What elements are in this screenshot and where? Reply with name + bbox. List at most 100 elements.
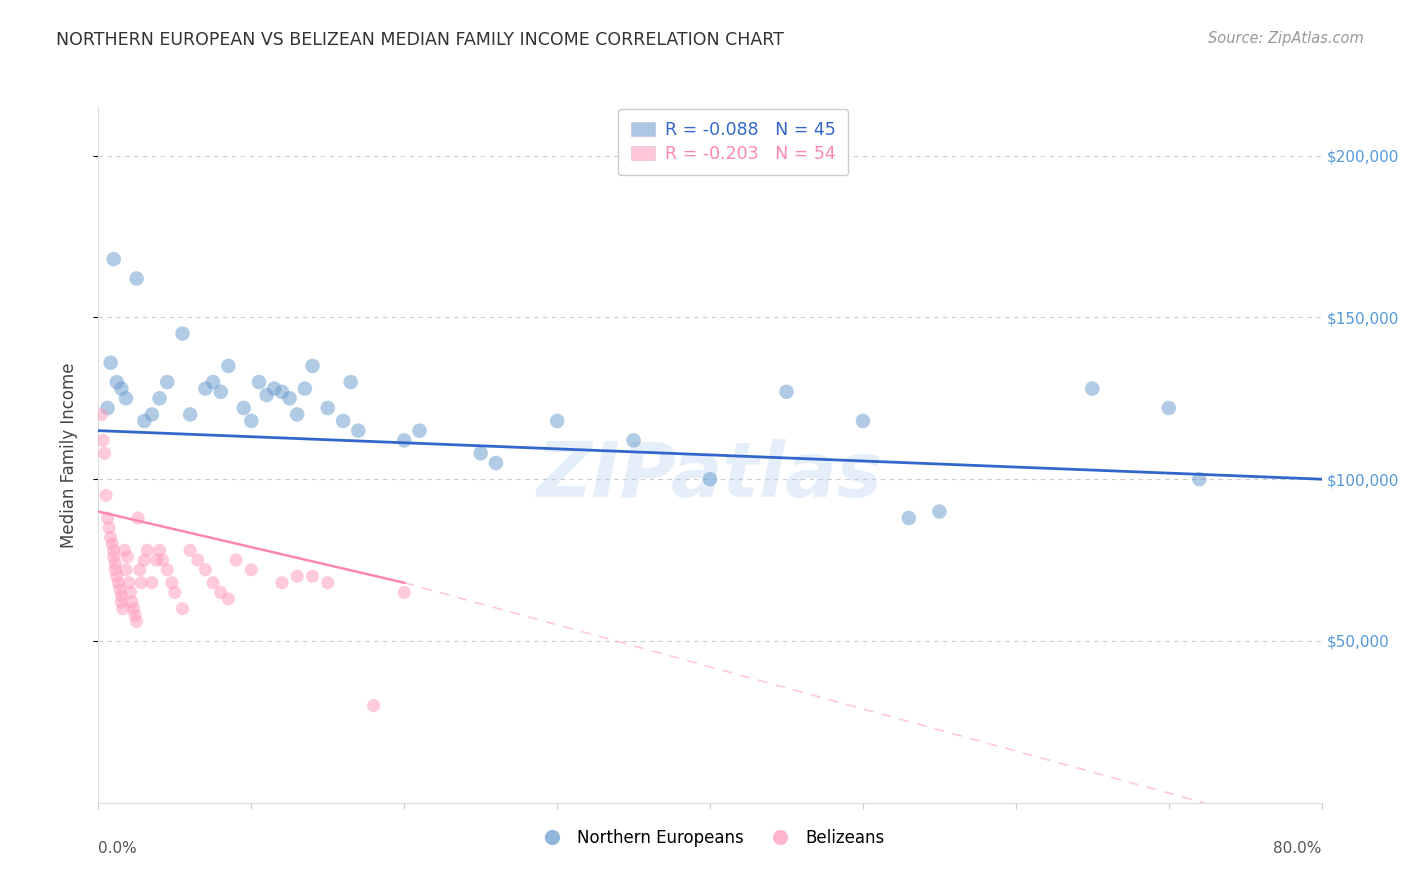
Point — [217, 359, 239, 373]
Point — [149, 392, 172, 406]
Point — [111, 601, 134, 615]
Point — [194, 382, 217, 396]
Text: ZIPatlas: ZIPatlas — [537, 439, 883, 513]
Point — [339, 375, 361, 389]
Point — [110, 595, 132, 609]
Point — [263, 382, 285, 396]
Point — [408, 424, 430, 438]
Point — [103, 549, 125, 564]
Point — [270, 384, 292, 399]
Y-axis label: Median Family Income: Median Family Income — [59, 362, 77, 548]
Point — [294, 382, 316, 396]
Point — [172, 326, 194, 341]
Point — [94, 488, 117, 502]
Legend: Northern Europeans, Belizeans: Northern Europeans, Belizeans — [529, 822, 891, 854]
Point — [194, 563, 217, 577]
Point — [103, 543, 125, 558]
Point — [256, 388, 278, 402]
Point — [145, 553, 167, 567]
Point — [134, 414, 156, 428]
Point — [347, 424, 370, 438]
Point — [141, 408, 163, 422]
Point — [546, 414, 568, 428]
Point — [90, 408, 112, 422]
Point — [172, 601, 194, 615]
Point — [93, 446, 115, 460]
Point — [623, 434, 645, 448]
Point — [160, 575, 183, 590]
Point — [129, 575, 152, 590]
Point — [115, 563, 138, 577]
Point — [179, 408, 201, 422]
Point — [91, 434, 114, 448]
Point — [107, 575, 129, 590]
Point — [156, 375, 179, 389]
Point — [232, 401, 254, 415]
Point — [187, 553, 209, 567]
Point — [240, 414, 263, 428]
Point — [110, 382, 132, 396]
Point — [392, 434, 416, 448]
Point — [156, 563, 179, 577]
Point — [97, 401, 120, 415]
Point — [128, 563, 150, 577]
Point — [470, 446, 492, 460]
Point — [110, 589, 132, 603]
Point — [149, 543, 172, 558]
Point — [775, 384, 797, 399]
Point — [240, 563, 263, 577]
Point — [316, 401, 339, 415]
Point — [127, 511, 149, 525]
Point — [105, 569, 128, 583]
Point — [209, 384, 232, 399]
Point — [121, 595, 143, 609]
Point — [1157, 401, 1180, 415]
Point — [285, 569, 308, 583]
Point — [122, 601, 145, 615]
Point — [485, 456, 508, 470]
Point — [152, 553, 174, 567]
Point — [209, 585, 232, 599]
Point — [928, 504, 950, 518]
Point — [278, 392, 301, 406]
Point — [134, 553, 156, 567]
Point — [316, 575, 339, 590]
Point — [125, 271, 148, 285]
Point — [115, 392, 138, 406]
Point — [202, 375, 225, 389]
Point — [104, 563, 127, 577]
Point — [104, 557, 127, 571]
Point — [125, 615, 148, 629]
Point — [103, 252, 125, 267]
Text: 0.0%: 0.0% — [98, 841, 138, 856]
Point — [332, 414, 354, 428]
Point — [179, 543, 201, 558]
Point — [301, 359, 323, 373]
Point — [699, 472, 721, 486]
Point — [1188, 472, 1211, 486]
Point — [112, 543, 135, 558]
Point — [124, 608, 146, 623]
Point — [270, 575, 292, 590]
Point — [105, 375, 128, 389]
Point — [100, 531, 122, 545]
Point — [225, 553, 247, 567]
Point — [897, 511, 920, 525]
Point — [98, 521, 121, 535]
Point — [97, 511, 120, 525]
Point — [392, 585, 416, 599]
Point — [301, 569, 323, 583]
Point — [852, 414, 875, 428]
Point — [100, 356, 122, 370]
Point — [363, 698, 385, 713]
Point — [117, 549, 139, 564]
Text: 80.0%: 80.0% — [1274, 841, 1322, 856]
Point — [202, 575, 225, 590]
Text: NORTHERN EUROPEAN VS BELIZEAN MEDIAN FAMILY INCOME CORRELATION CHART: NORTHERN EUROPEAN VS BELIZEAN MEDIAN FAM… — [56, 31, 785, 49]
Point — [108, 582, 131, 597]
Point — [1081, 382, 1104, 396]
Text: Source: ZipAtlas.com: Source: ZipAtlas.com — [1208, 31, 1364, 46]
Point — [136, 543, 159, 558]
Point — [141, 575, 163, 590]
Point — [163, 585, 186, 599]
